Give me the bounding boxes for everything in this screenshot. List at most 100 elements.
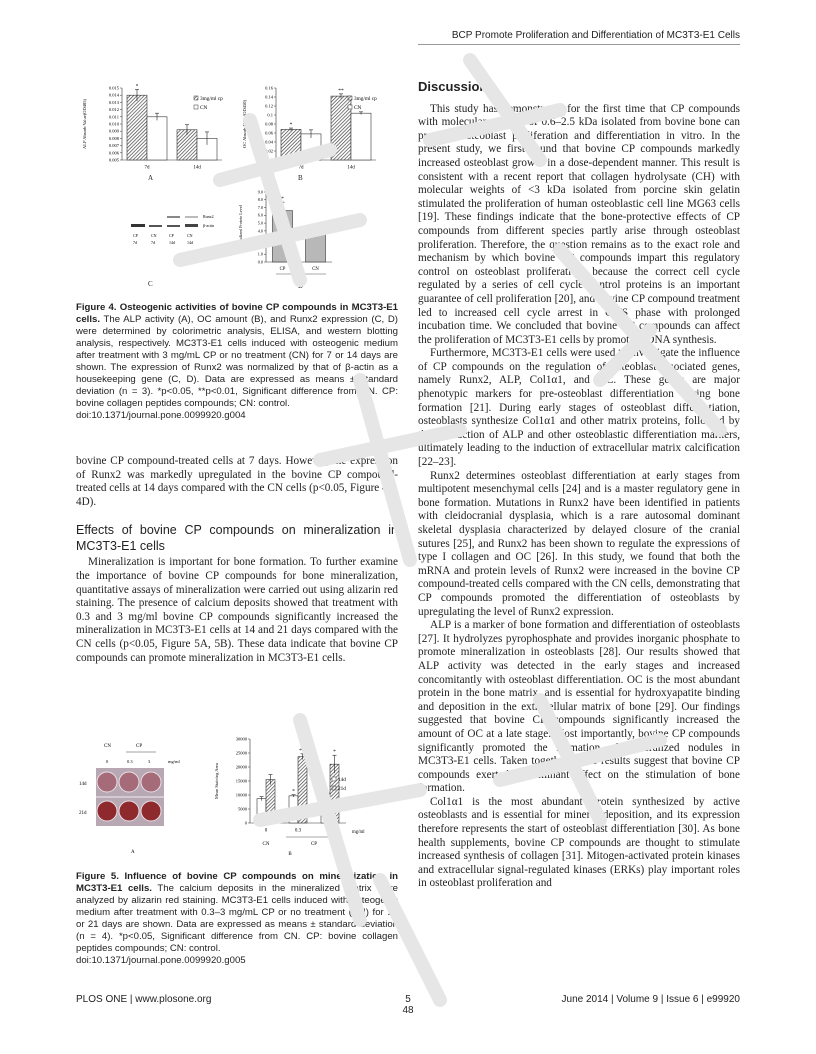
x-tick-label: 14d [347,166,355,171]
y-tick-label: 0.007 [109,143,120,148]
paragraph: Col1α1 is the most abundant protein synt… [418,795,740,890]
y-tick-label: 0.0 [258,259,263,264]
figure-5-doi[interactable]: doi:10.1371/journal.pone.0099920.g005 [76,955,246,966]
legend-label: 3mg/ml cp [200,96,223,102]
y-tick-label: 0.009 [109,129,120,134]
paragraph: Mineralization is important for bone for… [76,556,398,664]
legend-label: 21d [338,786,346,792]
group-label-cp: CP [136,744,142,749]
y-tick-label: 0.1 [267,113,273,118]
lane-label: CP [133,233,139,238]
y-axis-label: ALP Absorb Value(OD405) [82,99,87,149]
significance-marker: * [324,785,327,791]
y-tick-label: 30000 [236,737,248,742]
lane-label: CN [187,233,193,238]
panel-label-c: C [148,280,153,288]
significance-marker: * [290,122,293,128]
y-tick-label: 5.0 [258,221,263,226]
lane-day: 14d [187,240,193,245]
figure-4-doi[interactable]: doi:10.1371/journal.pone.0099920.g004 [76,410,246,421]
bar [320,792,331,824]
y-tick-label: 1.0 [258,252,263,257]
right-column-text: Discussion This study has demonstrated f… [418,80,740,891]
figure-4-caption-body: The ALP activity (A), OC amount (B), and… [76,314,398,409]
y-axis-label: Normalized Protein Level [238,204,243,248]
band-label-runx2: Runx2 [203,214,214,219]
culture-well [140,771,162,793]
bar [305,233,326,263]
figure-4c-western-blot: Runx2 β-actin CP CN CP CN 7d 7d 14d 14d [131,214,214,245]
blot-band [149,225,162,227]
x-tick-label: CN [312,267,319,272]
figure-4-caption: Figure 4. Osteogenic activities of bovin… [76,302,398,422]
y-tick-label: 10000 [236,793,248,798]
y-tick-label: 0.08 [265,122,274,127]
y-tick-label: 0.012 [109,107,119,112]
y-tick-label: 0.16 [265,86,274,91]
y-tick-label: 5000 [238,807,248,812]
y-tick-label: 8.0 [258,197,263,202]
dose-label: 0.3 [127,759,133,764]
section-heading-mineralization: Effects of bovine CP compounds on minera… [76,523,398,554]
y-tick-label: 0 [245,821,248,826]
band-label-actin: β-actin [203,223,214,228]
y-tick-label: 0.12 [265,104,273,109]
row-label-21d: 21d [79,811,87,816]
x-group-label: CP [311,842,317,847]
panel-label-d: D [298,282,304,290]
paragraph: Furthermore, MC3T3-E1 cells were used to… [418,347,740,469]
y-axis-label: OC Absorb Value(OD450) [242,100,247,148]
legend-swatch [331,776,337,782]
culture-well [140,800,162,822]
legend-swatch [347,104,353,110]
y-tick-label: 9.0 [258,189,263,194]
group-label-cn: CN [104,744,111,749]
lane-label: CN [151,233,157,238]
left-column-text: bovine CP compound-treated cells at 7 da… [76,455,398,665]
bar [126,94,148,161]
y-tick-label: 0.013 [109,100,120,105]
bar [280,129,302,161]
y-tick-label: 0.005 [109,158,120,163]
x-tick-label: CP [280,267,286,272]
blot-band [185,224,198,227]
footer-journal[interactable]: PLOS ONE | www.plosone.org [76,994,212,1005]
x-group-label: 14d [295,277,303,280]
y-tick-label: 7.0 [258,205,263,210]
blot-band [185,216,198,218]
paragraph: This study has demonstrated for the firs… [418,102,740,346]
y-tick-label: 2.0 [258,244,263,249]
culture-well [96,771,118,793]
legend-label: 14d [338,777,346,783]
figure-5-caption: Figure 5. Influence of bovine CP compoun… [76,871,398,967]
y-tick-label: 0.010 [109,122,120,127]
y-tick-label: 0.008 [109,136,120,141]
y-tick-label: 6.0 [258,213,263,218]
significance-marker: * [333,749,336,755]
bar [288,795,299,824]
footer-issue: June 2014 | Volume 9 | Issue 6 | e99920 [561,994,740,1005]
significance-marker: * * [299,748,306,754]
lane-day: 7d [133,240,137,245]
y-tick-label: 4.0 [258,228,263,233]
panel-label-b: B [298,174,303,182]
dose-label: 3 [148,759,151,764]
panel-label-a: A [148,174,154,182]
panel-label-5b: B [288,852,292,857]
y-tick-label: 0.14 [265,95,274,100]
lane-day: 7d [151,240,155,245]
figure-5a-plate-image: CN CP 0 0.3 3 mg/ml 14d 21d A [79,744,181,855]
y-tick-label: 25000 [236,751,248,756]
figure-4-caption-title: Figure 4. Osteogenic activities of bovin… [76,302,398,325]
y-tick-label: 0.015 [109,86,120,91]
significance-marker: * [292,789,295,795]
y-tick-label: 3.0 [258,236,263,241]
bar [350,112,372,161]
legend-label: CN [354,105,362,111]
x-group-label: CN [263,842,270,847]
blot-band [167,216,180,218]
legend-label: CN [200,105,208,111]
legend-swatch [347,95,353,101]
blot-band [167,225,180,227]
